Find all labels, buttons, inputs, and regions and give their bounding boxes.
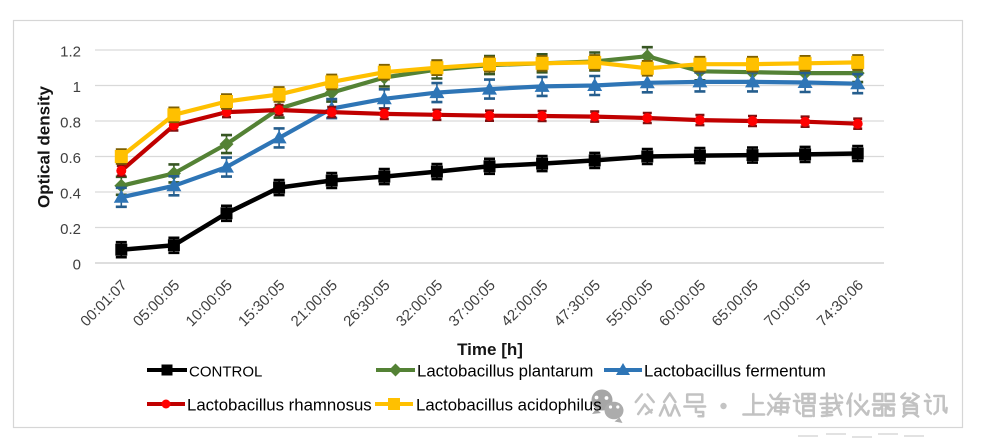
- svg-text:0.4: 0.4: [60, 185, 81, 202]
- svg-text:0: 0: [73, 256, 81, 273]
- svg-text:1.2: 1.2: [60, 43, 81, 60]
- svg-text:Lactobacillus fermentum: Lactobacillus fermentum: [644, 361, 826, 380]
- svg-text:0.2: 0.2: [60, 221, 81, 238]
- svg-text:CONTROL: CONTROL: [189, 363, 262, 380]
- svg-text:1: 1: [73, 79, 81, 96]
- svg-text:Lactobacillus rhamnosus: Lactobacillus rhamnosus: [187, 395, 372, 414]
- svg-text:Time [h]: Time [h]: [457, 340, 523, 359]
- svg-text:Optical density: Optical density: [35, 86, 54, 208]
- svg-text:Lactobacillus acidophilus: Lactobacillus acidophilus: [416, 395, 602, 414]
- svg-text:Lactobacillus plantarum: Lactobacillus plantarum: [417, 361, 593, 380]
- svg-text:0.8: 0.8: [60, 114, 81, 131]
- svg-text:0.6: 0.6: [60, 150, 81, 167]
